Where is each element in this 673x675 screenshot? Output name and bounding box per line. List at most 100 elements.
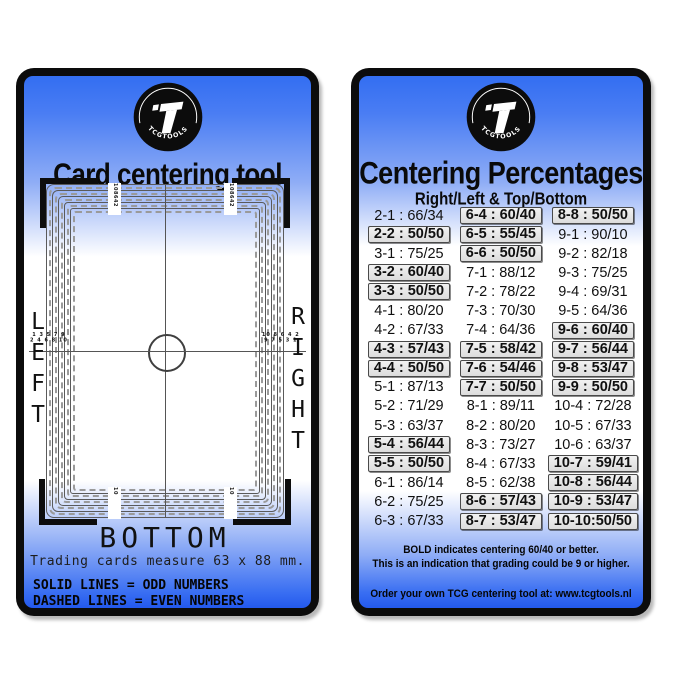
centering-ratio: 3-3 : 50/50 xyxy=(364,282,454,301)
centering-ratio: 9-1 : 90/10 xyxy=(548,225,638,244)
centering-ratio-label: 7-2 : 78/22 xyxy=(466,283,536,300)
centering-ratio: 10-5 : 67/33 xyxy=(548,416,638,435)
centering-ratio: 8-4 : 67/33 xyxy=(456,454,546,473)
centering-ratio-label: 9-1 : 90/10 xyxy=(558,226,628,243)
centering-ratio: 4-1 : 80/20 xyxy=(364,301,454,320)
stylized-t-icon xyxy=(485,101,517,134)
ruler-tick-label: 108642 xyxy=(228,183,235,207)
centering-ratio-label: 10-7 : 59/41 xyxy=(547,455,638,473)
center-circle xyxy=(148,334,186,372)
centering-ratio-label: 2-1 : 66/34 xyxy=(374,207,444,224)
centering-ratio: 5-1 : 87/13 xyxy=(364,378,454,397)
centering-ratio: 4-2 : 67/33 xyxy=(364,321,454,340)
centering-ratio: 8-7 : 53/47 xyxy=(456,512,546,531)
centering-ratio-label: 8-6 : 57/43 xyxy=(459,493,542,511)
centering-ratio-label: 6-3 : 67/33 xyxy=(374,513,444,530)
right-side-label: RIGHT xyxy=(285,304,311,459)
ruler-numbers-left-even: 2 4 6 8 10 xyxy=(30,337,68,344)
centering-ratio-label: 8-8 : 50/50 xyxy=(551,207,634,225)
corner-bracket-bottom-left xyxy=(39,479,97,525)
centering-ratio-label: 10-9 : 53/47 xyxy=(547,493,638,511)
centering-ratio: 2-2 : 50/50 xyxy=(364,225,454,244)
centering-ratio-label: 10-5 : 67/33 xyxy=(554,417,632,434)
centering-ratio: 8-8 : 50/50 xyxy=(548,206,638,225)
centering-ratio-label: 3-1 : 75/25 xyxy=(374,245,444,262)
card-centering-tool-panel: TCGTOOLS Card centering tool 108642 xyxy=(16,68,319,616)
centering-ratio: 9-2 : 82/18 xyxy=(548,244,638,263)
centering-ratio-label: 7-5 : 58/42 xyxy=(459,340,542,358)
centering-percentages-panel-body: TCGTOOLS Centering Percentages Right/Lef… xyxy=(359,76,643,608)
centering-ratio: 5-5 : 50/50 xyxy=(364,454,454,473)
line-legend: SOLID LINES = ODD NUMBERS DASHED LINES = … xyxy=(33,578,244,608)
centering-ratio-label: 9-5 : 64/36 xyxy=(558,303,628,320)
centering-ratio: 7-1 : 88/12 xyxy=(456,263,546,282)
centering-ratio: 7-4 : 64/36 xyxy=(456,321,546,340)
corner-bracket-bottom-right xyxy=(233,479,291,525)
centering-ratio-label: 9-6 : 60/40 xyxy=(551,321,634,339)
centering-ratio: 8-6 : 57/43 xyxy=(456,492,546,511)
centering-ratio-label: 8-5 : 62/38 xyxy=(466,474,536,491)
centering-percentages-panel: TCGTOOLS Centering Percentages Right/Lef… xyxy=(351,68,651,616)
centering-ratio-label: 6-6 : 50/50 xyxy=(459,245,542,263)
centering-ratio-label: 3-2 : 60/40 xyxy=(367,264,451,282)
centering-ratio: 6-1 : 86/14 xyxy=(364,473,454,492)
centering-ratio: 9-9 : 50/50 xyxy=(548,378,638,397)
centering-ratio: 7-3 : 70/30 xyxy=(456,301,546,320)
card-size-caption: Trading cards measure 63 x 88 mm. xyxy=(30,554,305,569)
centering-ratio: 10-4 : 72/28 xyxy=(548,397,638,416)
centering-ratio: 2-1 : 66/34 xyxy=(364,206,454,225)
grading-note-line1: BOLD indicates centering 60/40 or better… xyxy=(403,544,599,557)
centering-ratio-label: 4-3 : 57/43 xyxy=(367,340,451,358)
centering-ratio: 7-7 : 50/50 xyxy=(456,378,546,397)
tcgtools-logo: TCGTOOLS xyxy=(466,82,536,152)
legend-line: SOLID LINES = ODD NUMBERS xyxy=(33,578,229,593)
centering-ratio: 9-6 : 60/40 xyxy=(548,321,638,340)
right-panel-title: Centering Percentages xyxy=(359,155,643,191)
centering-ratio-label: 7-3 : 70/30 xyxy=(466,303,536,320)
centering-ratio: 3-2 : 60/40 xyxy=(364,263,454,282)
centering-ratio-label: 5-2 : 71/29 xyxy=(374,398,444,415)
ruler-numbers-right-odd: 9 7 5 3 1 xyxy=(264,337,298,344)
centering-ratio-label: 6-1 : 86/14 xyxy=(374,474,444,491)
centering-ratio: 8-5 : 62/38 xyxy=(456,473,546,492)
ruler-gap-top-left: 108642 xyxy=(108,183,121,215)
percentages-column-1: 2-1 : 66/34 2-2 : 50/50 3-1 : 75/25 3-2 … xyxy=(364,206,454,531)
centering-ratio-label: 4-1 : 80/20 xyxy=(374,303,444,320)
centering-ratio-label: 2-2 : 50/50 xyxy=(367,226,451,244)
centering-ratio-label: 9-9 : 50/50 xyxy=(551,378,634,396)
centering-ratio-label: 8-4 : 67/33 xyxy=(466,455,536,472)
ruler-numbers-left-odd: 1 3 5 7 9 xyxy=(32,332,66,338)
corner-bracket-top-right xyxy=(232,178,290,228)
tcgtools-logo: TCGTOOLS xyxy=(133,82,202,152)
centering-ratio-label: 6-2 : 75/25 xyxy=(374,493,444,510)
centering-ratio-label: 9-7 : 56/44 xyxy=(551,340,634,358)
centering-ratio-label: 6-4 : 60/40 xyxy=(459,207,542,225)
centering-ratio: 9-3 : 75/25 xyxy=(548,263,638,282)
centering-ratio: 10-6 : 63/37 xyxy=(548,435,638,454)
centering-ratio: 8-1 : 89/11 xyxy=(456,397,546,416)
grading-note-line2: This is an indication that grading could… xyxy=(372,558,630,571)
ruler-numbers-right: 10 8 6 4 2 9 7 5 3 1 xyxy=(262,332,300,343)
card-centering-tool-panel-body: TCGTOOLS Card centering tool 108642 xyxy=(24,76,311,608)
centering-ratio: 7-5 : 58/42 xyxy=(456,340,546,359)
ruler-numbers-left: 1 3 5 7 9 2 4 6 8 10 xyxy=(30,332,68,343)
centering-ratio-label: 10-8 : 56/44 xyxy=(547,474,638,492)
centering-ratio: 8-2 : 80/20 xyxy=(456,416,546,435)
centering-ratio-label: 7-7 : 50/50 xyxy=(459,378,542,396)
ruler-tick-label: 10 xyxy=(112,487,119,495)
centering-ratio-label: 8-1 : 89/11 xyxy=(466,398,535,415)
centering-ratio: 6-4 : 60/40 xyxy=(456,206,546,225)
bottom-side-label: BOTTOM xyxy=(99,521,231,554)
centering-ratio: 4-3 : 57/43 xyxy=(364,340,454,359)
right-panel-subtitle: Right/Left & Top/Bottom xyxy=(414,189,588,210)
centering-ratio-label: 5-4 : 56/44 xyxy=(367,436,451,454)
ruler-tick-label: 108642 xyxy=(112,183,119,207)
centering-ratio-label: 9-8 : 53/47 xyxy=(551,359,634,377)
centering-ratio: 10-7 : 59/41 xyxy=(547,454,638,473)
centering-ratio: 4-4 : 50/50 xyxy=(364,359,454,378)
centering-ratio-label: 9-2 : 82/18 xyxy=(558,245,628,262)
centering-ratio-label: 10-6 : 63/37 xyxy=(554,436,632,453)
centering-ratio-label: 9-4 : 69/31 xyxy=(558,283,628,300)
left-panel-title: Card centering tool xyxy=(53,156,282,192)
centering-ratio: 10-10:50/50 xyxy=(547,512,638,531)
